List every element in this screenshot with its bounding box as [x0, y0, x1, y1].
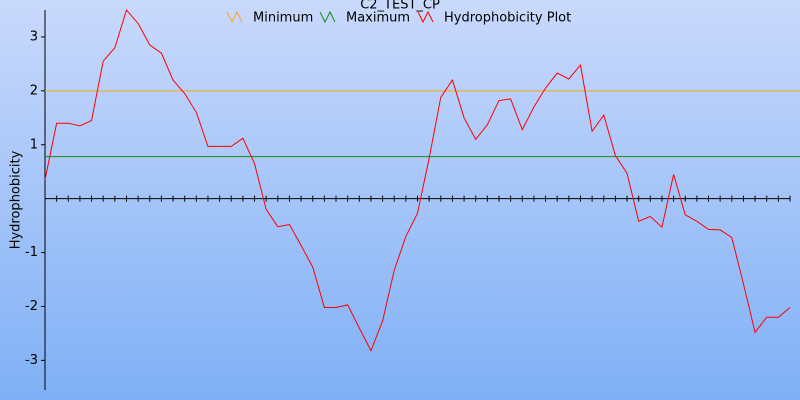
legend-icon [417, 10, 434, 24]
y-tick-label: -2 [25, 299, 38, 314]
y-tick-label: -3 [25, 353, 38, 368]
data-line [44, 8, 791, 352]
y-axis-label: Hydrophobicity [9, 150, 24, 249]
legend-label: Hydrophobicity Plot [444, 11, 571, 26]
legend-label: Maximum [346, 11, 410, 26]
y-tick-label: -1 [25, 245, 38, 260]
y-tick-label: 1 [30, 137, 38, 152]
y-tick-label: 2 [30, 83, 38, 98]
chart-title: C2_TEST_CP [360, 0, 440, 13]
legend-icon [226, 10, 243, 24]
y-tick-label: 3 [30, 29, 38, 44]
legend-label: Minimum [253, 11, 313, 26]
legend-icon [319, 10, 336, 24]
